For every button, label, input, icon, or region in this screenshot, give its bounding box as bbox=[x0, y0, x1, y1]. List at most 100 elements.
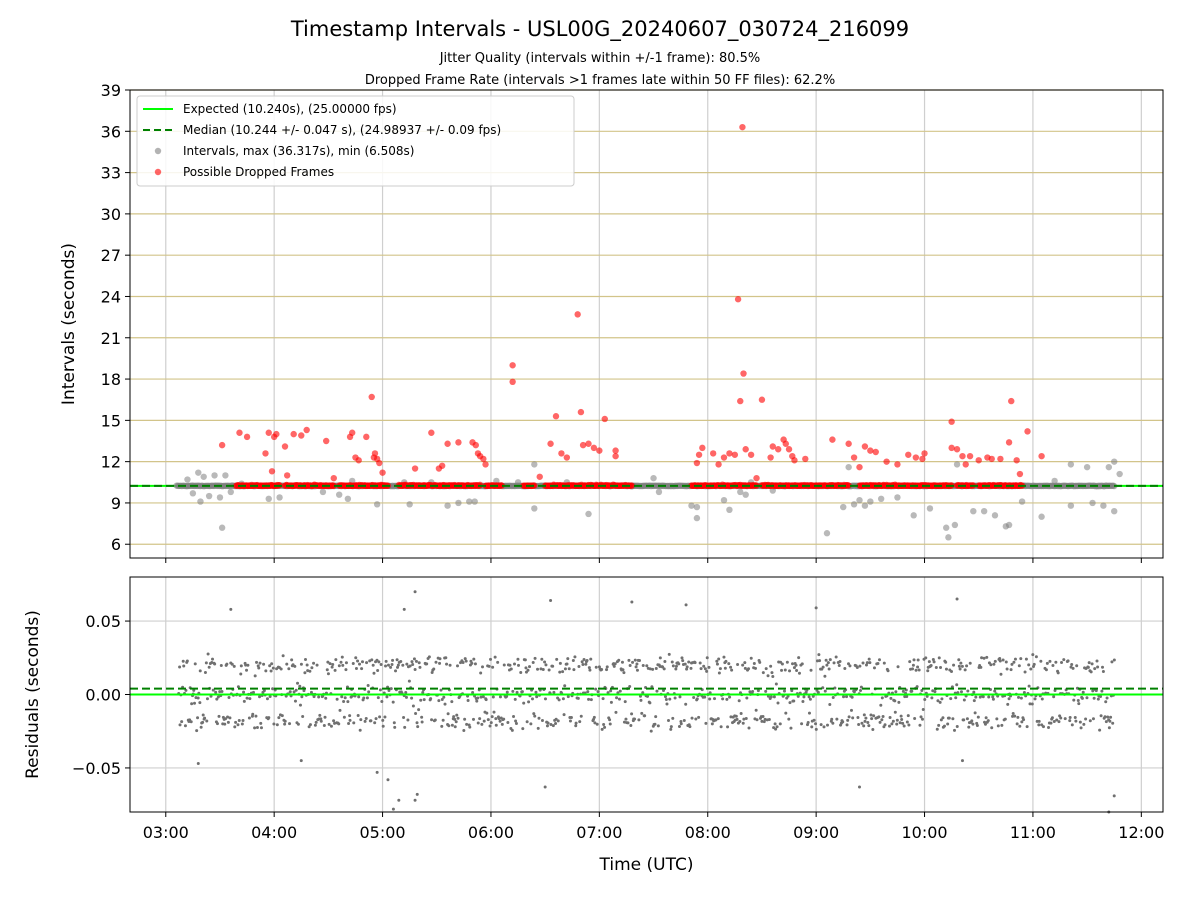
residual-point bbox=[993, 659, 997, 663]
residual-point bbox=[959, 690, 963, 694]
residual-point bbox=[699, 667, 703, 671]
residual-point bbox=[1098, 728, 1102, 732]
residual-point bbox=[258, 661, 262, 665]
residual-point bbox=[490, 715, 494, 719]
residual-point bbox=[399, 659, 403, 663]
residual-point bbox=[338, 708, 342, 712]
residual-point bbox=[1024, 657, 1028, 661]
dropped-frame-point bbox=[1008, 397, 1015, 405]
residual-point bbox=[941, 716, 945, 720]
intervals-ticks: 6 9 12 15 18 21 24 27 30 33 36 39 bbox=[101, 81, 1142, 563]
residual-point bbox=[527, 700, 531, 704]
y-tick-label: 30 bbox=[101, 205, 121, 224]
interval-point bbox=[455, 499, 462, 507]
residual-point bbox=[918, 723, 922, 727]
residual-point bbox=[935, 727, 939, 731]
interval-point bbox=[926, 505, 934, 512]
residual-point bbox=[1023, 670, 1027, 674]
residual-point bbox=[303, 657, 307, 661]
residual-point bbox=[294, 688, 298, 692]
residual-point bbox=[669, 725, 673, 729]
dropped-frame-point bbox=[747, 451, 755, 458]
residual-point bbox=[402, 715, 406, 719]
residual-point bbox=[638, 694, 642, 698]
residual-point bbox=[471, 717, 475, 721]
residual-point bbox=[471, 690, 475, 694]
residual-point bbox=[817, 653, 821, 657]
residual-point bbox=[1057, 720, 1061, 724]
residual-point bbox=[207, 665, 211, 669]
residual-point bbox=[1054, 660, 1058, 664]
residual-point bbox=[600, 668, 604, 672]
residual-point bbox=[780, 668, 784, 672]
residual-point bbox=[958, 667, 962, 671]
y-tick-label: 0.05 bbox=[85, 612, 121, 631]
residual-point bbox=[893, 710, 897, 714]
residual-point bbox=[606, 691, 610, 695]
residual-point bbox=[684, 603, 688, 607]
residual-point bbox=[782, 689, 786, 693]
residual-point bbox=[226, 715, 230, 719]
interval-point bbox=[1038, 513, 1045, 520]
residual-point bbox=[381, 724, 385, 728]
residual-point bbox=[1107, 726, 1111, 730]
residual-point bbox=[939, 665, 943, 669]
residual-point bbox=[1074, 719, 1078, 723]
residual-point bbox=[277, 716, 281, 720]
interval-point bbox=[344, 495, 352, 503]
dropped-frame-point bbox=[919, 455, 926, 463]
residual-point bbox=[406, 718, 410, 722]
residual-point bbox=[356, 659, 360, 663]
residual-point bbox=[404, 691, 408, 695]
interval-point bbox=[195, 469, 202, 476]
residual-point bbox=[638, 658, 642, 662]
residual-point bbox=[480, 722, 484, 726]
residual-point bbox=[578, 720, 582, 724]
residual-point bbox=[287, 667, 291, 671]
interval-point bbox=[222, 472, 229, 479]
y-tick-label: 21 bbox=[101, 329, 121, 348]
residual-point bbox=[283, 722, 287, 726]
residual-point bbox=[1055, 718, 1059, 722]
residual-point bbox=[283, 719, 287, 723]
residual-point bbox=[708, 697, 712, 701]
residual-point bbox=[640, 711, 644, 715]
residual-point bbox=[453, 725, 457, 729]
residual-point bbox=[558, 670, 562, 674]
residual-point bbox=[617, 697, 621, 701]
dropped-frame-point bbox=[482, 461, 489, 468]
residual-point bbox=[254, 714, 258, 718]
residual-point bbox=[427, 655, 431, 659]
residual-point bbox=[233, 725, 237, 729]
residual-point bbox=[1025, 725, 1029, 729]
residual-point bbox=[1068, 715, 1072, 719]
residual-point bbox=[965, 717, 969, 721]
residual-point bbox=[721, 697, 725, 701]
residual-point bbox=[639, 698, 643, 702]
residual-point bbox=[551, 664, 555, 668]
residual-point bbox=[494, 723, 498, 727]
residual-point bbox=[633, 658, 637, 662]
residual-point bbox=[872, 714, 876, 718]
residual-point bbox=[486, 718, 490, 722]
residual-point bbox=[508, 663, 512, 667]
residual-point bbox=[348, 718, 352, 722]
residual-point bbox=[513, 662, 517, 666]
residual-point bbox=[401, 663, 405, 667]
residual-point bbox=[1071, 666, 1075, 670]
residual-point bbox=[365, 661, 369, 665]
residual-point bbox=[1096, 697, 1100, 701]
residual-point bbox=[405, 662, 409, 666]
residual-point bbox=[921, 707, 925, 711]
residual-point bbox=[769, 695, 773, 699]
residual-point bbox=[430, 671, 434, 675]
residual-point bbox=[389, 665, 393, 669]
residual-point bbox=[605, 668, 609, 672]
residual-point bbox=[982, 656, 986, 660]
residual-point bbox=[330, 665, 334, 669]
residual-point bbox=[902, 724, 906, 728]
residual-point bbox=[475, 699, 479, 703]
residual-point bbox=[271, 687, 275, 691]
residual-point bbox=[552, 690, 556, 694]
residual-point bbox=[911, 667, 915, 671]
